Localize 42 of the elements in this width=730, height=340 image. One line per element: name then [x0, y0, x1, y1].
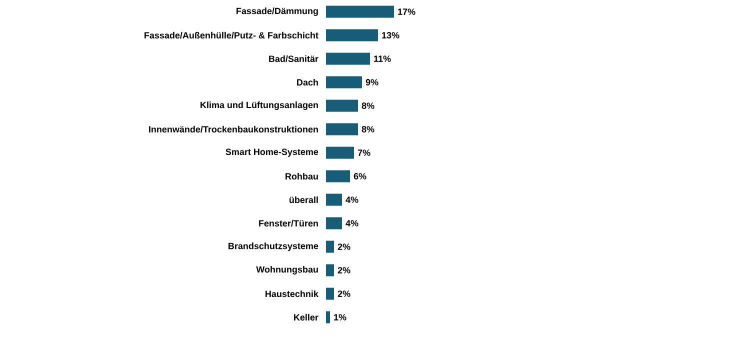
- data-label: 8%: [362, 102, 374, 109]
- y-tick-label: Fassade/Außenhülle/Putz- & Farbschicht: [144, 32, 318, 39]
- bar: [326, 76, 362, 88]
- bar: [326, 29, 378, 42]
- bar: [326, 170, 350, 182]
- y-tick-label: Fassade/Dämmung: [236, 8, 318, 16]
- y-tick-label: Dach: [297, 78, 318, 86]
- data-label: 11%: [374, 56, 391, 62]
- y-tick-label: Wohnungsbau: [256, 266, 318, 274]
- y-tick-label: Rohbau: [286, 172, 318, 180]
- data-label: 1%: [334, 314, 346, 320]
- bar: [326, 264, 334, 276]
- y-tick-label: Smart Home-Systeme: [226, 148, 318, 157]
- data-label: 7%: [358, 150, 370, 156]
- y-tick-label: Klima und Lüftungsanlagen: [200, 102, 318, 110]
- y-tick-label: Bad/Sanitär: [269, 55, 318, 62]
- data-label: 2%: [338, 267, 350, 274]
- y-tick-label: Brandschutzsysteme: [228, 242, 318, 251]
- y-tick-label: Fenster/Türen: [259, 220, 318, 227]
- y-tick-label: Innenwände/Trockenbaukonstruktionen: [149, 126, 318, 133]
- data-label: 4%: [346, 220, 358, 226]
- data-label: 17%: [398, 8, 416, 15]
- y-tick-label: überall: [290, 196, 318, 204]
- data-label: 2%: [338, 244, 350, 250]
- data-label: 4%: [346, 196, 358, 203]
- y-tick-label: Haustechnik: [266, 290, 318, 298]
- y-tick-label: Keller: [294, 314, 318, 321]
- bar: [326, 6, 394, 18]
- data-label: 8%: [362, 126, 374, 132]
- data-label: 13%: [382, 32, 400, 38]
- data-label: 9%: [366, 79, 378, 86]
- bar: [326, 194, 342, 206]
- bar: [326, 146, 354, 159]
- bar: [326, 100, 358, 112]
- data-label: 6%: [354, 173, 366, 180]
- data-label: 2%: [338, 290, 350, 297]
- bar: [326, 217, 342, 230]
- bar: [326, 123, 358, 136]
- bar: [326, 52, 370, 65]
- bar: [326, 311, 330, 324]
- bar: [326, 288, 334, 300]
- bar: [326, 240, 334, 253]
